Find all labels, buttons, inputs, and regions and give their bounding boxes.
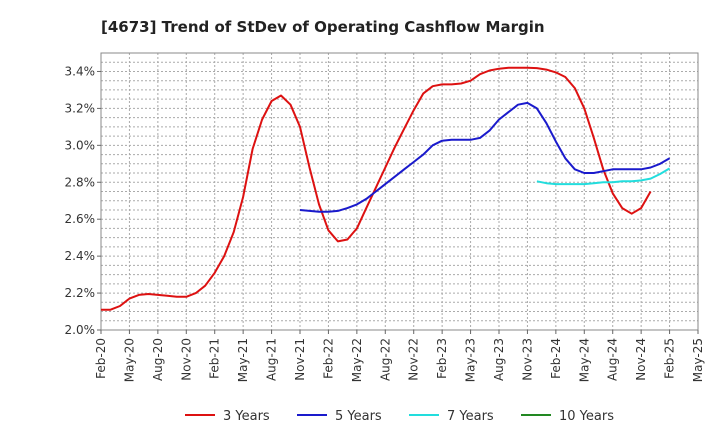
x-tick-label: Feb-20 <box>94 338 108 379</box>
x-tick-label: Aug-20 <box>151 338 165 381</box>
x-tick-label: Feb-25 <box>663 338 677 379</box>
x-tick-label: Nov-24 <box>634 338 648 381</box>
legend: 3 Years 5 Years 7 Years 10 Years <box>185 409 614 424</box>
y-tick-label: 2.0% <box>65 323 96 337</box>
x-tick-label: Feb-22 <box>321 338 335 379</box>
y-tick-label: 2.6% <box>65 212 96 226</box>
legend-label: 7 Years <box>447 409 494 424</box>
x-tick-label: Nov-21 <box>293 338 307 381</box>
x-tick-label: May-22 <box>350 338 364 382</box>
x-tick-label: May-24 <box>577 338 591 382</box>
legend-label: 3 Years <box>223 409 270 424</box>
y-tick-label: 3.2% <box>65 101 96 115</box>
x-tick-label: Nov-23 <box>520 338 534 381</box>
x-tick-label: May-20 <box>122 338 136 382</box>
x-tick-label: Aug-22 <box>378 338 392 381</box>
y-tick-label: 3.4% <box>65 64 96 78</box>
plot-area <box>100 52 699 331</box>
x-tick-label: Aug-21 <box>265 338 279 381</box>
legend-label: 5 Years <box>335 409 382 424</box>
x-tick-label: Aug-24 <box>606 338 620 381</box>
series-group <box>101 66 671 311</box>
series-line-3-years <box>101 66 652 311</box>
series-line-7-years <box>536 167 671 186</box>
x-axis: Feb-20 May-20 Aug-20 Nov-20 Feb-21 May-21 Aug-… <box>94 330 705 382</box>
x-tick-label: Feb-23 <box>435 338 449 379</box>
x-tick-label: Feb-21 <box>208 338 222 379</box>
legend-label: 10 Years <box>559 409 614 424</box>
x-tick-label: Feb-24 <box>549 338 563 379</box>
x-tick-label: May-21 <box>236 338 250 382</box>
y-tick-label: 3.0% <box>65 138 96 152</box>
x-tick-label: May-25 <box>691 338 705 382</box>
y-tick-label: 2.2% <box>65 286 96 300</box>
x-tick-label: May-23 <box>464 338 478 382</box>
y-axis: 2.0% 2.2% 2.4% 2.6% 2.8% 3.0% 3.2% 3.4% <box>65 64 101 337</box>
grid <box>100 52 699 331</box>
x-tick-label: Nov-20 <box>179 338 193 381</box>
y-tick-label: 2.8% <box>65 175 96 189</box>
chart-title: [4673] Trend of StDev of Operating Cashf… <box>101 18 545 36</box>
x-tick-label: Aug-23 <box>492 338 506 381</box>
y-tick-label: 2.4% <box>65 249 96 263</box>
series-line-5-years <box>299 101 671 213</box>
x-tick-label: Nov-22 <box>407 338 421 381</box>
